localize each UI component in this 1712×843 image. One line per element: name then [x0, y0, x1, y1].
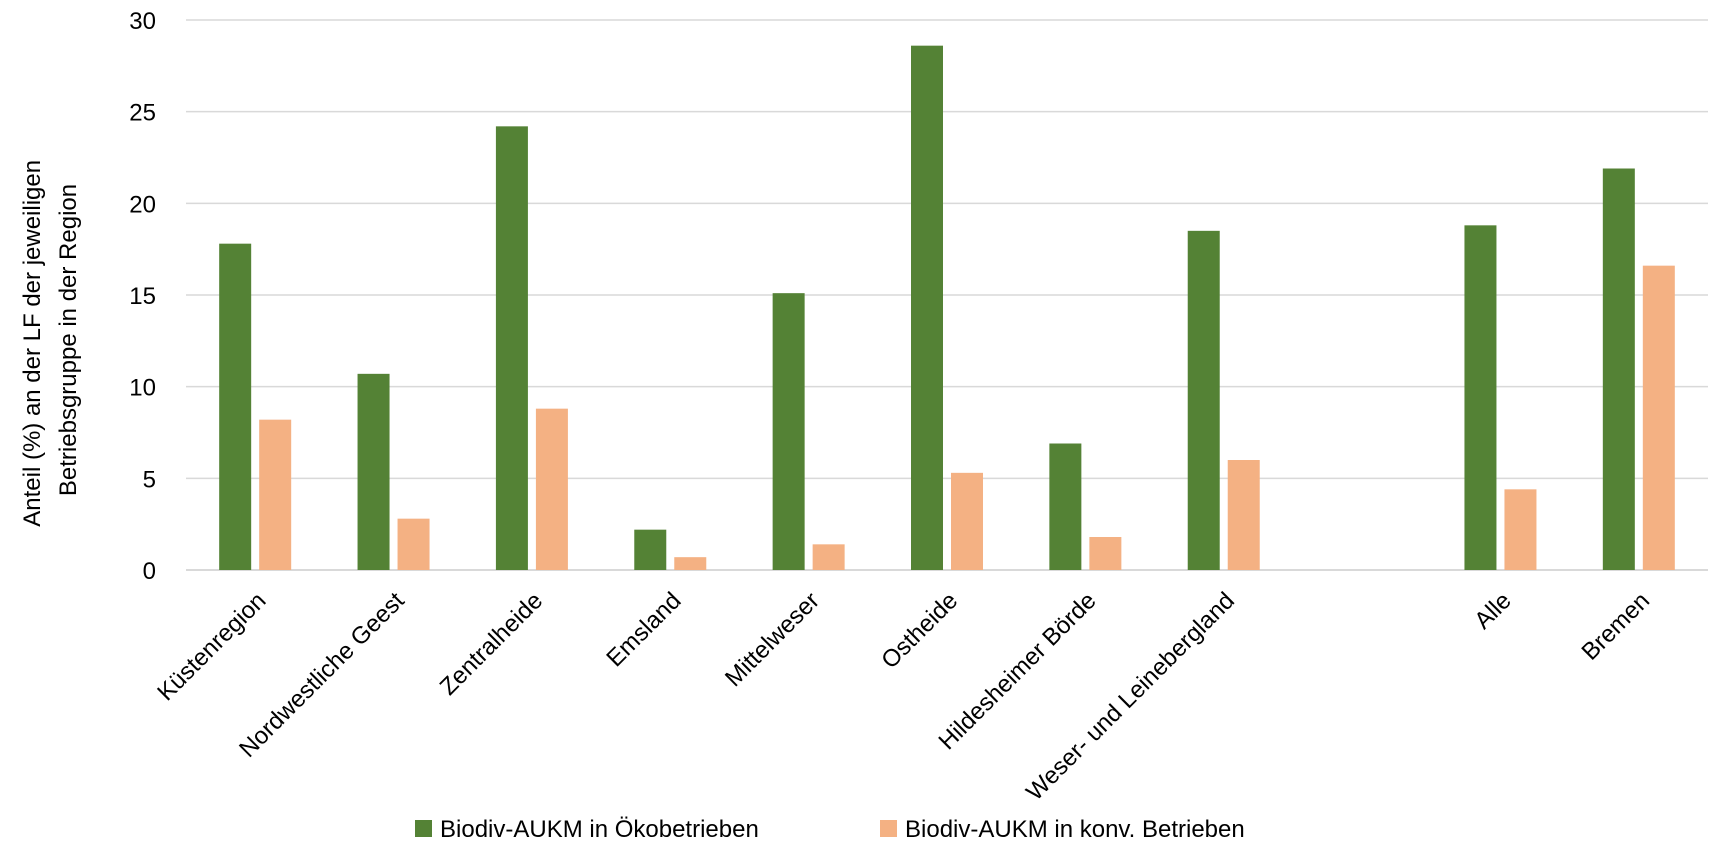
x-tick-label: Alle — [1469, 587, 1516, 634]
x-tick-label: Bremen — [1577, 587, 1656, 666]
y-tick-label: 0 — [143, 558, 156, 585]
x-tick-label: Hildesheimer Börde — [933, 587, 1101, 755]
legend-label-konv: Biodiv-AUKM in konv. Betrieben — [905, 816, 1245, 843]
bar-oeko — [772, 293, 805, 570]
gridlines — [186, 19, 1708, 571]
y-tick-label: 10 — [129, 375, 156, 402]
x-tick-label: Küstenregion — [152, 587, 271, 706]
bar-konv — [1504, 489, 1537, 570]
bar-konv — [812, 544, 845, 570]
y-tick-label: 15 — [129, 283, 156, 310]
bar-oeko — [219, 243, 252, 570]
bar-konv — [259, 419, 292, 570]
x-tick-label: Ostheide — [876, 587, 963, 674]
y-axis-title: Anteil (%) an der LF der jeweiligen Betr… — [19, 153, 82, 527]
bar-oeko — [911, 45, 943, 570]
x-tick-label: Zentralheide — [435, 587, 548, 700]
bar-oeko — [1049, 443, 1082, 570]
bar-konv — [397, 518, 430, 570]
bar-oeko — [495, 126, 528, 570]
bar-oeko — [634, 529, 667, 570]
y-axis-title-line-2: Betriebsgruppe in der Region — [55, 184, 82, 496]
legend-label-oeko: Biodiv-AUKM in Ökobetrieben — [440, 816, 759, 843]
bar-konv — [535, 408, 568, 570]
bars — [219, 45, 1675, 571]
y-tick-label: 5 — [143, 466, 156, 493]
y-tick-label: 30 — [129, 8, 156, 35]
legend-swatch-konv — [880, 820, 897, 837]
bar-oeko — [1602, 168, 1635, 570]
bar-konv — [674, 557, 707, 570]
bar-konv — [951, 472, 983, 570]
bar-konv — [1227, 460, 1260, 570]
bar-oeko — [1187, 230, 1220, 571]
y-tick-label: 25 — [129, 100, 156, 127]
legend: Biodiv-AUKM in Ökobetrieben Biodiv-AUKM … — [415, 816, 1245, 843]
bar-konv — [1642, 265, 1675, 570]
x-tick-label: Emsland — [601, 587, 686, 672]
bar-konv — [1089, 537, 1122, 570]
bar-oeko — [357, 373, 390, 570]
y-tick-labels: 0 5 10 15 20 25 30 — [129, 8, 156, 585]
y-tick-label: 20 — [129, 191, 156, 218]
x-tick-label: Mittelweser — [720, 587, 825, 692]
bar-oeko — [1464, 225, 1497, 571]
y-axis-title-line-1: Anteil (%) an der LF der jeweiligen — [19, 160, 46, 527]
legend-swatch-oeko — [415, 820, 432, 837]
